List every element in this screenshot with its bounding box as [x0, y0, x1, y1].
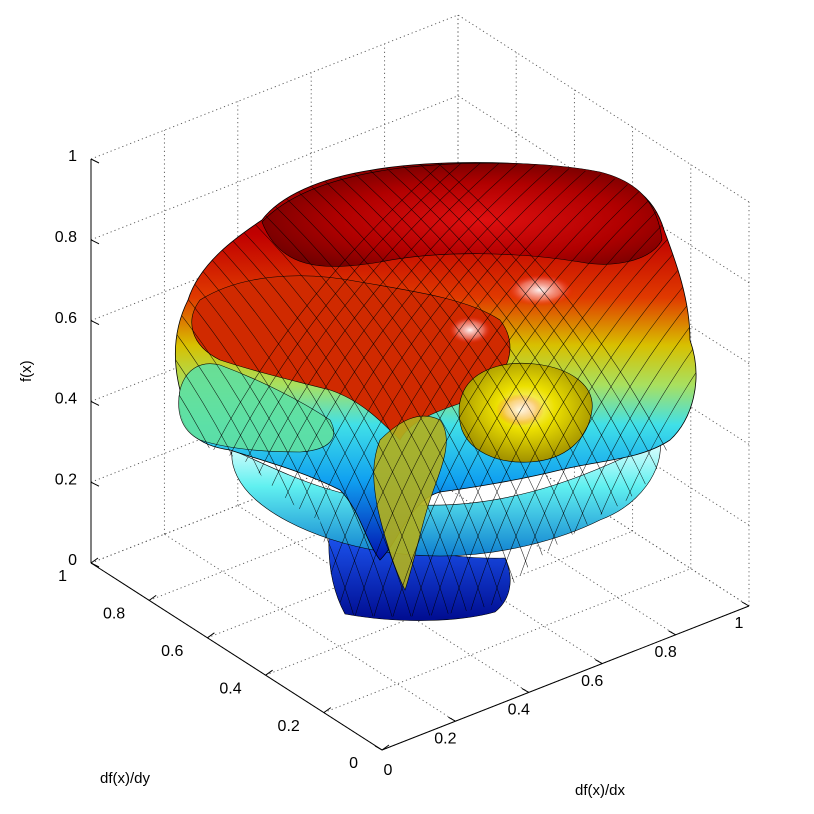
- grid-line: [90, 95, 459, 241]
- y-tick-label: 0.6: [161, 643, 183, 660]
- surface-highlight: [496, 394, 544, 426]
- mesh-line: [175, 162, 405, 617]
- z-tick-mark: [90, 481, 100, 487]
- z-tick-mark: [90, 320, 100, 326]
- x-tick-label: 0: [384, 762, 393, 779]
- mesh-line: [385, 162, 697, 617]
- mesh-line: [175, 162, 367, 617]
- grid-line: [323, 568, 691, 714]
- x-tick-label: 0.2: [434, 730, 456, 747]
- axes: [90, 158, 750, 751]
- z-tick-label: 0.6: [55, 310, 77, 327]
- y-tick-mark: [207, 632, 215, 639]
- z-tick-mark: [90, 400, 100, 406]
- z-tick-mark: [90, 562, 100, 568]
- x-tick-mark: [594, 659, 603, 665]
- surface-plot: [175, 162, 697, 621]
- z-tick-mark: [90, 158, 100, 164]
- y-tick-mark: [148, 594, 157, 601]
- z-tick-label: 0.4: [55, 391, 77, 408]
- z-tick-label: 0.8: [55, 229, 77, 246]
- z-axis-label: f(x): [18, 360, 35, 382]
- mesh-line: [366, 162, 697, 617]
- x-tick-mark: [521, 687, 530, 693]
- y-axis-line: [90, 562, 383, 751]
- x-tick-mark: [448, 716, 456, 722]
- y-tick-label: 1: [58, 568, 67, 585]
- mesh-line: [175, 162, 495, 617]
- z-tick-mark: [90, 239, 100, 245]
- surface-highlight: [506, 274, 574, 306]
- surface-top-red: [261, 162, 663, 267]
- x-tick-label: 0.6: [581, 673, 603, 690]
- mesh-line: [494, 162, 697, 617]
- y-tick-label: 0: [349, 755, 358, 772]
- z-tick-label: 1: [68, 148, 77, 165]
- y-tick-mark: [323, 707, 332, 714]
- mesh-line: [437, 162, 697, 617]
- x-tick-mark: [668, 630, 676, 636]
- x-axis-line: [381, 605, 750, 751]
- y-tick-mark: [90, 557, 99, 564]
- x-axis-label: df(x)/dx: [575, 782, 626, 799]
- x-tick-mark: [741, 601, 750, 607]
- x-tick-label: 0.4: [508, 702, 530, 719]
- y-tick-mark: [265, 669, 273, 676]
- mesh-line: [418, 162, 697, 617]
- grid-line: [265, 530, 633, 676]
- x-tick-label: 1: [735, 615, 744, 632]
- mesh-line: [175, 162, 443, 617]
- grid-line: [457, 14, 750, 203]
- mesh-line: [175, 162, 386, 617]
- tick-labels: 00.20.40.60.8100.20.40.60.8100.20.40.60.…: [55, 148, 744, 779]
- surface-highlight: [448, 316, 492, 344]
- x-tick-mark: [374, 745, 383, 751]
- y-tick-label: 0.8: [103, 606, 125, 623]
- grid-line: [164, 533, 456, 722]
- mesh-line: [475, 162, 697, 617]
- z-tick-label: 0: [68, 552, 77, 569]
- mesh-line: [175, 162, 424, 617]
- z-tick-label: 0.2: [55, 471, 77, 488]
- mesh-line: [323, 162, 685, 617]
- y-tick-label: 0.4: [219, 680, 241, 697]
- mesh-line: [456, 162, 697, 617]
- mesh-line: [304, 162, 666, 617]
- x-tick-label: 0.8: [654, 644, 676, 661]
- grid-line: [90, 14, 459, 160]
- y-tick-mark: [381, 744, 390, 751]
- y-tick-label: 0.2: [278, 718, 300, 735]
- y-axis-label: df(x)/dy: [100, 770, 151, 787]
